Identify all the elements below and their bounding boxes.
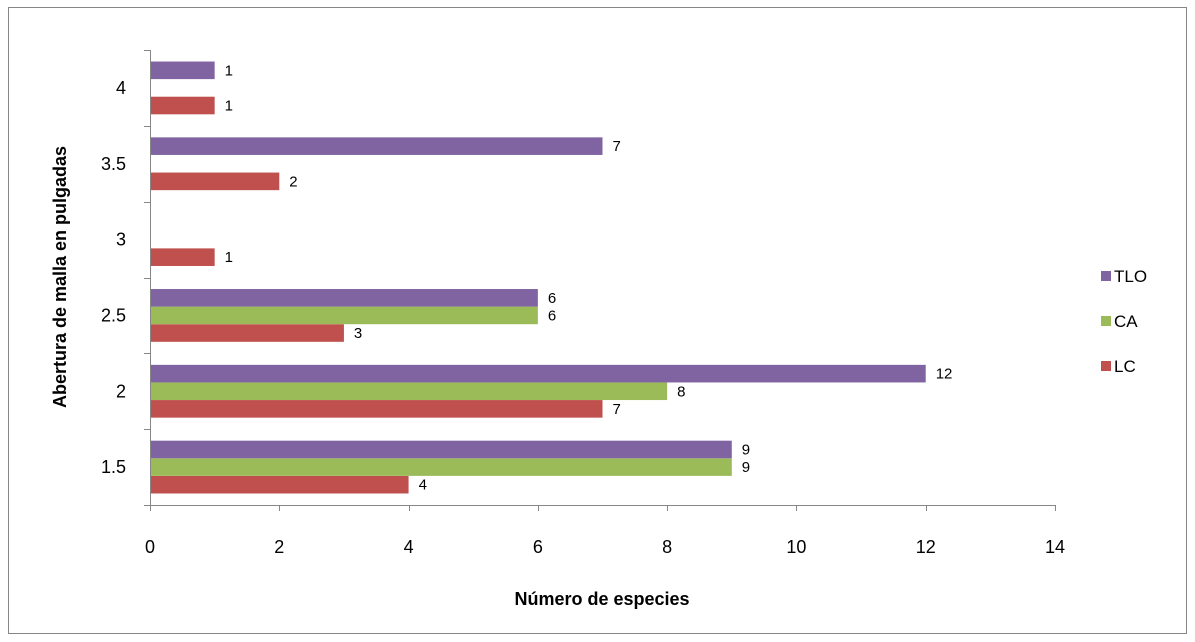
x-tick-label-10: 10 bbox=[786, 537, 806, 557]
bar-lc-4 bbox=[150, 96, 215, 115]
y-tick-label-2.5: 2.5 bbox=[101, 305, 126, 325]
legend: TLO CA LC bbox=[1101, 267, 1147, 376]
y-axis-title: Abertura de malla en pulgadas bbox=[50, 146, 70, 408]
data-label-ca-2.5: 6 bbox=[548, 307, 556, 324]
bar-tlo-1.5 bbox=[150, 440, 732, 459]
data-label-tlo-3.5: 7 bbox=[613, 138, 621, 155]
legend-label-lc: LC bbox=[1114, 357, 1136, 376]
data-label-lc-1.5: 4 bbox=[419, 477, 427, 494]
data-label-tlo-2.5: 6 bbox=[548, 290, 556, 307]
bar-tlo-3.5 bbox=[150, 137, 603, 155]
data-label-ca-2: 8 bbox=[677, 383, 685, 400]
legend-label-tlo: TLO bbox=[1114, 267, 1147, 286]
data-label-lc-2: 7 bbox=[613, 401, 621, 418]
data-label-lc-3.5: 2 bbox=[289, 173, 297, 190]
bar-lc-3 bbox=[150, 248, 215, 266]
x-tick-label-6: 6 bbox=[533, 537, 543, 557]
x-tick-label-14: 14 bbox=[1045, 537, 1065, 557]
bar-tlo-4 bbox=[150, 61, 215, 80]
y-tick-label-3.5: 3.5 bbox=[101, 154, 126, 174]
legend-swatch-ca bbox=[1101, 316, 1111, 326]
legend-swatch-lc bbox=[1101, 361, 1111, 371]
x-tick-label-12: 12 bbox=[916, 537, 936, 557]
bar-lc-2 bbox=[150, 400, 603, 418]
y-tick-label-1.5: 1.5 bbox=[101, 457, 126, 477]
x-axis-title: Número de especies bbox=[514, 589, 689, 609]
data-label-ca-1.5: 9 bbox=[742, 459, 750, 476]
bar-lc-2.5 bbox=[150, 324, 344, 342]
x-tick-label-2: 2 bbox=[274, 537, 284, 557]
data-label-lc-2.5: 3 bbox=[354, 325, 362, 342]
x-tick-label-0: 0 bbox=[145, 537, 155, 557]
y-tick-label-2: 2 bbox=[116, 381, 126, 401]
legend-swatch-tlo bbox=[1101, 271, 1111, 281]
bar-tlo-2.5 bbox=[150, 289, 538, 307]
data-label-tlo-1.5: 9 bbox=[742, 441, 750, 458]
data-label-tlo-2: 12 bbox=[936, 366, 953, 383]
bar-ca-1.5 bbox=[150, 458, 732, 476]
chart-area: 4 9 9 7 8 12 3 6 6 1 2 7 1 1 1.5 2 2.5 3 3.5 4 0 2 4 6 8 10 12 14 … bbox=[8, 7, 1187, 634]
bar-lc-3.5 bbox=[150, 172, 280, 191]
y-tick-label-3: 3 bbox=[116, 230, 126, 250]
bar-ca-2 bbox=[150, 382, 668, 401]
data-label-lc-4: 1 bbox=[225, 98, 233, 115]
data-label-tlo-4: 1 bbox=[225, 62, 233, 79]
legend-label-ca: CA bbox=[1114, 312, 1138, 331]
x-tick-label-8: 8 bbox=[662, 537, 672, 557]
x-tick-label-4: 4 bbox=[404, 537, 414, 557]
y-tick-label-4: 4 bbox=[116, 78, 126, 98]
bar-ca-2.5 bbox=[150, 306, 538, 325]
bar-lc-1.5 bbox=[150, 475, 409, 494]
bar-tlo-2 bbox=[150, 364, 926, 383]
data-label-lc-3: 1 bbox=[225, 249, 233, 266]
